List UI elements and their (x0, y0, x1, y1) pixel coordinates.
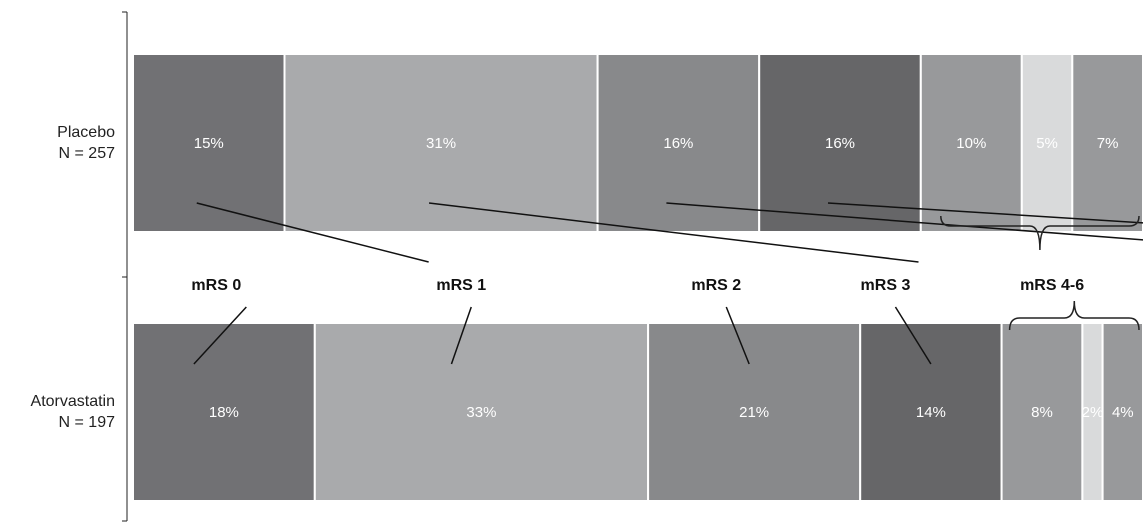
bar-segment-placebo-mrs-1 (283, 53, 599, 233)
bracket-atorvastatin-mrs-4-6 (1008, 300, 1140, 331)
group-label-layer: Placebo N = 257 Atorvastatin N = 197 (31, 124, 116, 431)
bar-segment-atorvastatin-mrs-4 (1000, 322, 1084, 502)
data-label: 16% (825, 135, 855, 152)
data-label: 15% (194, 135, 224, 152)
data-label: 18% (209, 404, 239, 421)
connector-placebo-mrs-0 (196, 202, 429, 263)
bar-segment-placebo-mrs-0 (132, 53, 286, 233)
bar-segment-atorvastatin-mrs-2 (647, 322, 862, 502)
bar-segment-atorvastatin-mrs-1 (313, 322, 650, 502)
category-label-mrs-2: mRS 2 (691, 277, 741, 294)
bar-segment-atorvastatin-mrs-0 (132, 322, 316, 502)
data-label: 21% (739, 404, 769, 421)
data-label: 4% (1112, 404, 1134, 421)
bar-segment-placebo-mrs-6 (1071, 53, 1143, 233)
bar-segment-placebo-mrs-2 (596, 53, 761, 233)
data-label: 7% (1097, 135, 1119, 152)
group-label-atorvastatin: Atorvastatin (31, 393, 115, 410)
bar-segment-placebo-mrs-4 (919, 53, 1023, 233)
bar-segment-atorvastatin-mrs-6 (1101, 322, 1143, 502)
data-label: 33% (466, 404, 496, 421)
category-label-mrs-0: mRS 0 (191, 277, 241, 294)
connector-atorvastatin-mrs-1 (450, 306, 472, 365)
data-label: 14% (916, 404, 946, 421)
connector-placebo-mrs-3 (827, 202, 1143, 224)
data-label: 31% (426, 135, 456, 152)
bar-layer (132, 53, 1143, 502)
data-label: 8% (1031, 404, 1053, 421)
bar-segment-placebo-mrs-5 (1020, 53, 1074, 233)
data-label: 5% (1036, 135, 1058, 152)
connector-placebo-mrs-1 (428, 202, 919, 263)
category-label-mrs-3: mRS 3 (861, 277, 911, 294)
connector-atorvastatin-mrs-2 (725, 306, 750, 365)
group-label-placebo: Placebo (57, 124, 115, 141)
connector-layer (193, 202, 1143, 365)
group-subtitle-atorvastatin: N = 197 (59, 414, 116, 431)
category-label-layer: mRS 0 mRS 1 mRS 2 mRS 3 mRS 4-6 (191, 277, 1084, 294)
data-label: 16% (663, 135, 693, 152)
segment-label-layer: 15% 31% 16% 16% 10% 5% 7% 18% 33% 21% 14% 8% 2% 4% (194, 135, 1134, 421)
data-label: 10% (956, 135, 986, 152)
bar-segment-placebo-mrs-3 (758, 53, 922, 233)
connector-atorvastatin-mrs-3 (894, 306, 932, 365)
bracket-placebo-mrs-4-6 (940, 215, 1140, 251)
category-label-mrs-4-6: mRS 4-6 (1020, 277, 1084, 294)
category-label-mrs-1: mRS 1 (436, 277, 486, 294)
axis-layer (122, 11, 128, 522)
data-label: 2% (1082, 404, 1104, 421)
connector-atorvastatin-mrs-0 (193, 306, 247, 365)
connector-placebo-mrs-2 (666, 202, 1143, 241)
group-subtitle-placebo: N = 257 (59, 145, 116, 162)
